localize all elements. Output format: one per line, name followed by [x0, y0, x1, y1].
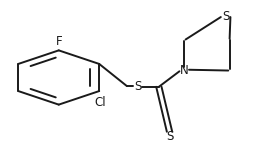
Text: Cl: Cl: [95, 96, 106, 109]
Text: S: S: [134, 80, 141, 93]
Text: F: F: [56, 35, 62, 48]
Text: N: N: [180, 64, 189, 77]
Text: S: S: [222, 10, 229, 23]
Text: S: S: [166, 130, 173, 143]
